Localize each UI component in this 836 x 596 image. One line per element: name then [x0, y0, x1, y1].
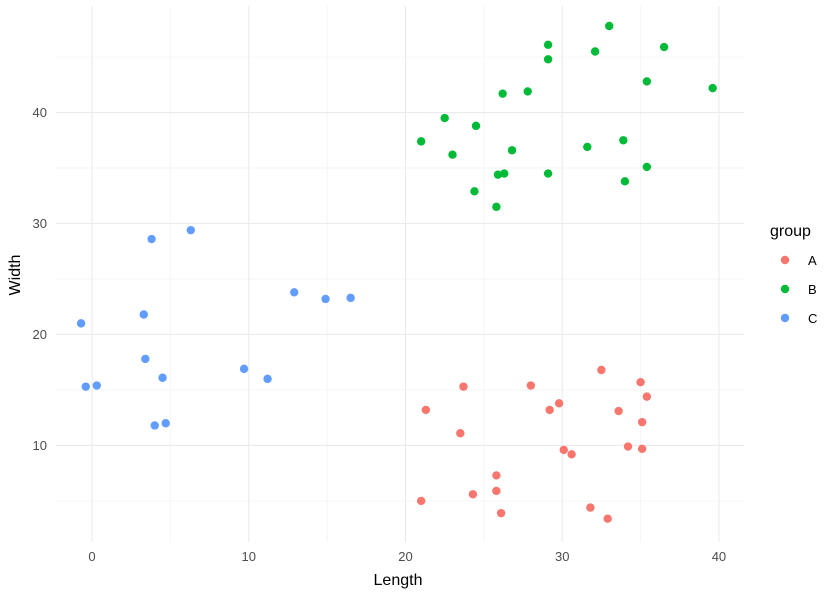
point-group-c [76, 319, 86, 328]
legend-label-c: C [808, 311, 817, 326]
point-group-a [603, 514, 612, 523]
point-group-a [637, 417, 647, 427]
legend-key-c [780, 313, 790, 323]
legend-label-a: A [808, 253, 817, 268]
point-group-a [623, 442, 633, 451]
y-axis-tick-labels: 10 20 30 40 [33, 105, 47, 453]
point-group-a [468, 490, 478, 499]
point-group-b [543, 55, 553, 64]
point-group-c [141, 354, 150, 364]
point-group-a [567, 450, 576, 459]
point-group-a [642, 392, 652, 401]
point-group-c [139, 310, 148, 319]
point-group-b [620, 177, 630, 186]
point-group-a [526, 381, 536, 390]
point-group-b [523, 87, 532, 96]
point-group-c [92, 381, 101, 390]
point-group-b [590, 47, 600, 56]
point-group-c [150, 421, 159, 430]
point-group-a [636, 377, 645, 387]
point-group-b [543, 169, 553, 178]
point-group-b [448, 150, 457, 159]
point-group-b [507, 146, 517, 155]
legend-key-b [780, 284, 790, 294]
point-group-a [597, 365, 606, 375]
point-group-b [492, 202, 501, 212]
point-group-b [708, 83, 717, 93]
legend-key-a [780, 255, 790, 265]
y-tick-label: 40 [33, 105, 47, 120]
point-group-b [498, 89, 507, 98]
point-group-c [290, 288, 299, 297]
point-group-b [440, 113, 449, 123]
point-group-b [583, 142, 592, 152]
x-tick-label: 10 [242, 549, 256, 564]
point-group-a [492, 486, 501, 496]
point-group-b [500, 169, 509, 178]
point-group-a [416, 496, 426, 506]
point-group-a [554, 399, 564, 408]
point-group-c [321, 294, 330, 304]
point-group-a [456, 429, 465, 438]
point-group-c [239, 364, 249, 374]
point-group-b [659, 42, 669, 52]
x-tick-label: 30 [555, 549, 569, 564]
point-group-c [158, 373, 167, 382]
x-axis-tick-labels: 0 10 20 30 40 [88, 549, 726, 564]
point-group-a [459, 382, 468, 391]
point-group-b [605, 21, 614, 31]
point-group-b [642, 77, 652, 86]
legend-label-b: B [808, 282, 817, 297]
y-tick-label: 30 [33, 216, 47, 231]
x-tick-label: 40 [712, 549, 726, 564]
point-group-a [421, 405, 431, 415]
point-group-b [619, 136, 628, 145]
x-axis-title: Length [374, 572, 423, 589]
point-group-b [471, 121, 481, 131]
point-group-b [543, 40, 553, 50]
point-group-c [346, 293, 355, 303]
point-group-c [186, 225, 195, 235]
point-group-a [586, 503, 595, 512]
point-group-a [559, 445, 568, 455]
point-group-a [545, 405, 554, 415]
minor-gridlines [56, 6, 744, 542]
x-tick-label: 0 [88, 549, 95, 564]
point-group-b [470, 187, 479, 196]
point-group-b [642, 162, 652, 172]
y-tick-label: 20 [33, 327, 47, 342]
point-group-a [496, 508, 506, 518]
point-group-c [81, 382, 90, 391]
point-group-a [614, 406, 623, 416]
point-group-c [147, 234, 156, 244]
y-tick-label: 10 [33, 438, 47, 453]
point-group-b [416, 137, 426, 146]
y-axis-title: Width [7, 255, 24, 296]
point-group-a [492, 471, 501, 480]
data-points [76, 21, 717, 523]
legend-title: group [770, 223, 811, 240]
point-group-a [637, 444, 647, 453]
point-group-b [493, 170, 503, 179]
legend: group ABC [770, 223, 817, 326]
point-group-c [161, 419, 170, 428]
point-group-c [263, 374, 272, 384]
x-tick-label: 20 [398, 549, 412, 564]
